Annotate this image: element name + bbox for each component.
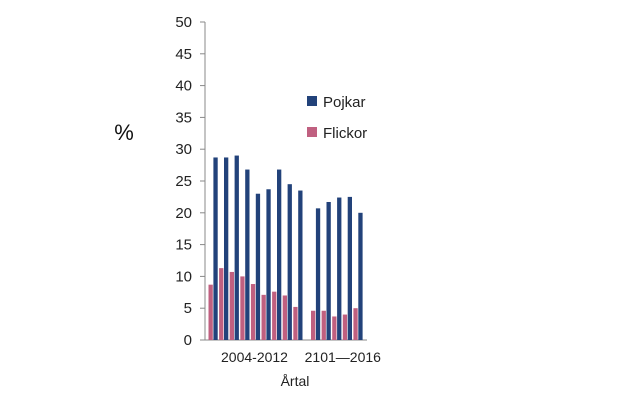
bar-pojkar	[224, 157, 229, 340]
y-tick-label: 45	[175, 46, 192, 63]
bar-pojkar	[255, 193, 261, 340]
y-tick-label: 30	[175, 141, 192, 158]
bar-pojkar	[287, 184, 292, 340]
bars-layer	[208, 155, 363, 340]
y-tick-label: 10	[175, 268, 192, 285]
bar-flickor	[219, 268, 224, 340]
bar-pojkar	[358, 212, 363, 340]
x-axis-title: Årtal	[281, 373, 310, 389]
bar-pojkar	[326, 201, 331, 340]
bar-flickor	[208, 284, 213, 340]
bar-flickor	[240, 276, 245, 340]
x-group-label: 2004-2012	[221, 349, 288, 365]
y-tick-label: 20	[175, 205, 192, 222]
bar-flickor	[311, 310, 316, 340]
bar-flickor	[353, 308, 358, 340]
bar-pojkar	[347, 196, 352, 340]
y-tick-label: 5	[184, 300, 192, 317]
bar-pojkar	[234, 155, 239, 340]
bar-flickor	[321, 310, 326, 340]
y-tick-label: 50	[175, 14, 192, 31]
bar-flickor	[261, 294, 266, 340]
legend-swatch-flickor	[307, 127, 317, 137]
bar-pojkar	[245, 169, 250, 340]
y-axis-label: %	[114, 120, 134, 145]
labels-layer: 0 5 10 15 20 25 30 35 40 45 50 2004-2012 2101—2016	[175, 14, 381, 365]
bar-pojkar	[213, 157, 218, 340]
bar-flickor	[282, 295, 287, 340]
y-tick-label: 15	[175, 237, 192, 254]
bar-flickor	[332, 316, 337, 340]
bar-pojkar	[298, 190, 303, 340]
bar-pojkar	[315, 208, 321, 340]
y-tick-label: 25	[175, 173, 192, 190]
bar-pojkar	[337, 197, 342, 340]
y-tick-label: 0	[184, 332, 192, 349]
legend-swatch-pojkar	[307, 96, 317, 106]
bar-flickor	[342, 314, 348, 340]
bar-pojkar	[277, 169, 282, 340]
x-group-label: 2101—2016	[305, 349, 382, 365]
legend: Pojkar Flickor	[307, 94, 367, 142]
bar-flickor	[272, 291, 277, 340]
legend-label-pojkar: Pojkar	[323, 94, 366, 111]
y-tick-label: 40	[175, 78, 192, 95]
bar-flickor	[250, 284, 256, 340]
legend-label-flickor: Flickor	[323, 125, 367, 142]
bar-flickor	[293, 306, 298, 340]
y-tick-label: 35	[175, 109, 192, 126]
bar-pojkar	[266, 189, 271, 340]
bar-flickor	[229, 271, 234, 340]
